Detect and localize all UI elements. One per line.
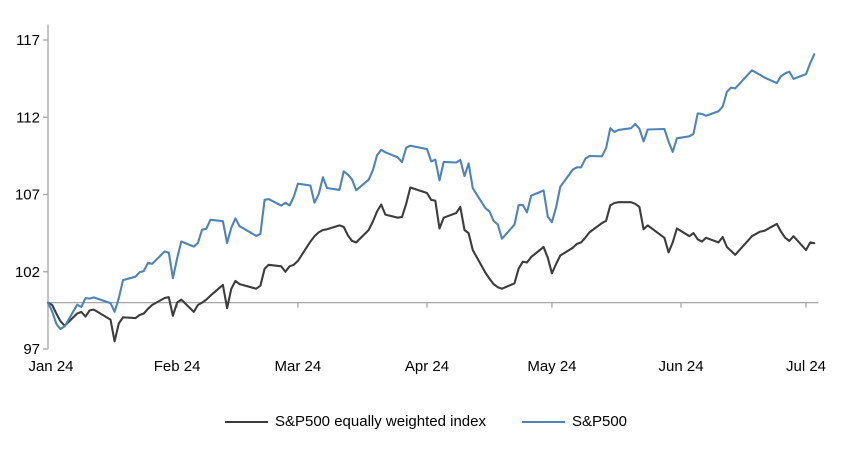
y-tick-label: 97 xyxy=(23,341,40,358)
equal-weight-line-swatch xyxy=(224,421,268,423)
legend-label-equal-weight: S&P500 equally weighted index xyxy=(274,413,486,430)
legend-item-sp500: S&P500 xyxy=(521,413,628,431)
x-tick-label: Mar 24 xyxy=(275,358,322,375)
x-tick-label: Jun 24 xyxy=(659,358,704,375)
sp500-line-swatch xyxy=(521,421,565,423)
x-tick-label: Jan 24 xyxy=(28,358,73,375)
x-tick-label: Feb 24 xyxy=(154,358,201,375)
chart-legend: S&P500 equally weighted index S&P500 xyxy=(0,413,852,431)
y-tick-label: 102 xyxy=(15,264,40,281)
legend-item-equal-weight: S&P500 equally weighted index xyxy=(224,413,486,431)
legend-label-sp500: S&P500 xyxy=(571,413,628,430)
x-tick-label: Jul 24 xyxy=(786,358,826,375)
y-tick-label: 112 xyxy=(16,109,40,126)
equal-weight-line xyxy=(46,186,816,343)
y-tick-label: 107 xyxy=(15,187,40,204)
sp500-line xyxy=(46,53,816,331)
x-tick-label: May 24 xyxy=(527,358,576,375)
y-tick-label: 117 xyxy=(16,32,40,49)
x-tick-label: Apr 24 xyxy=(405,358,449,375)
